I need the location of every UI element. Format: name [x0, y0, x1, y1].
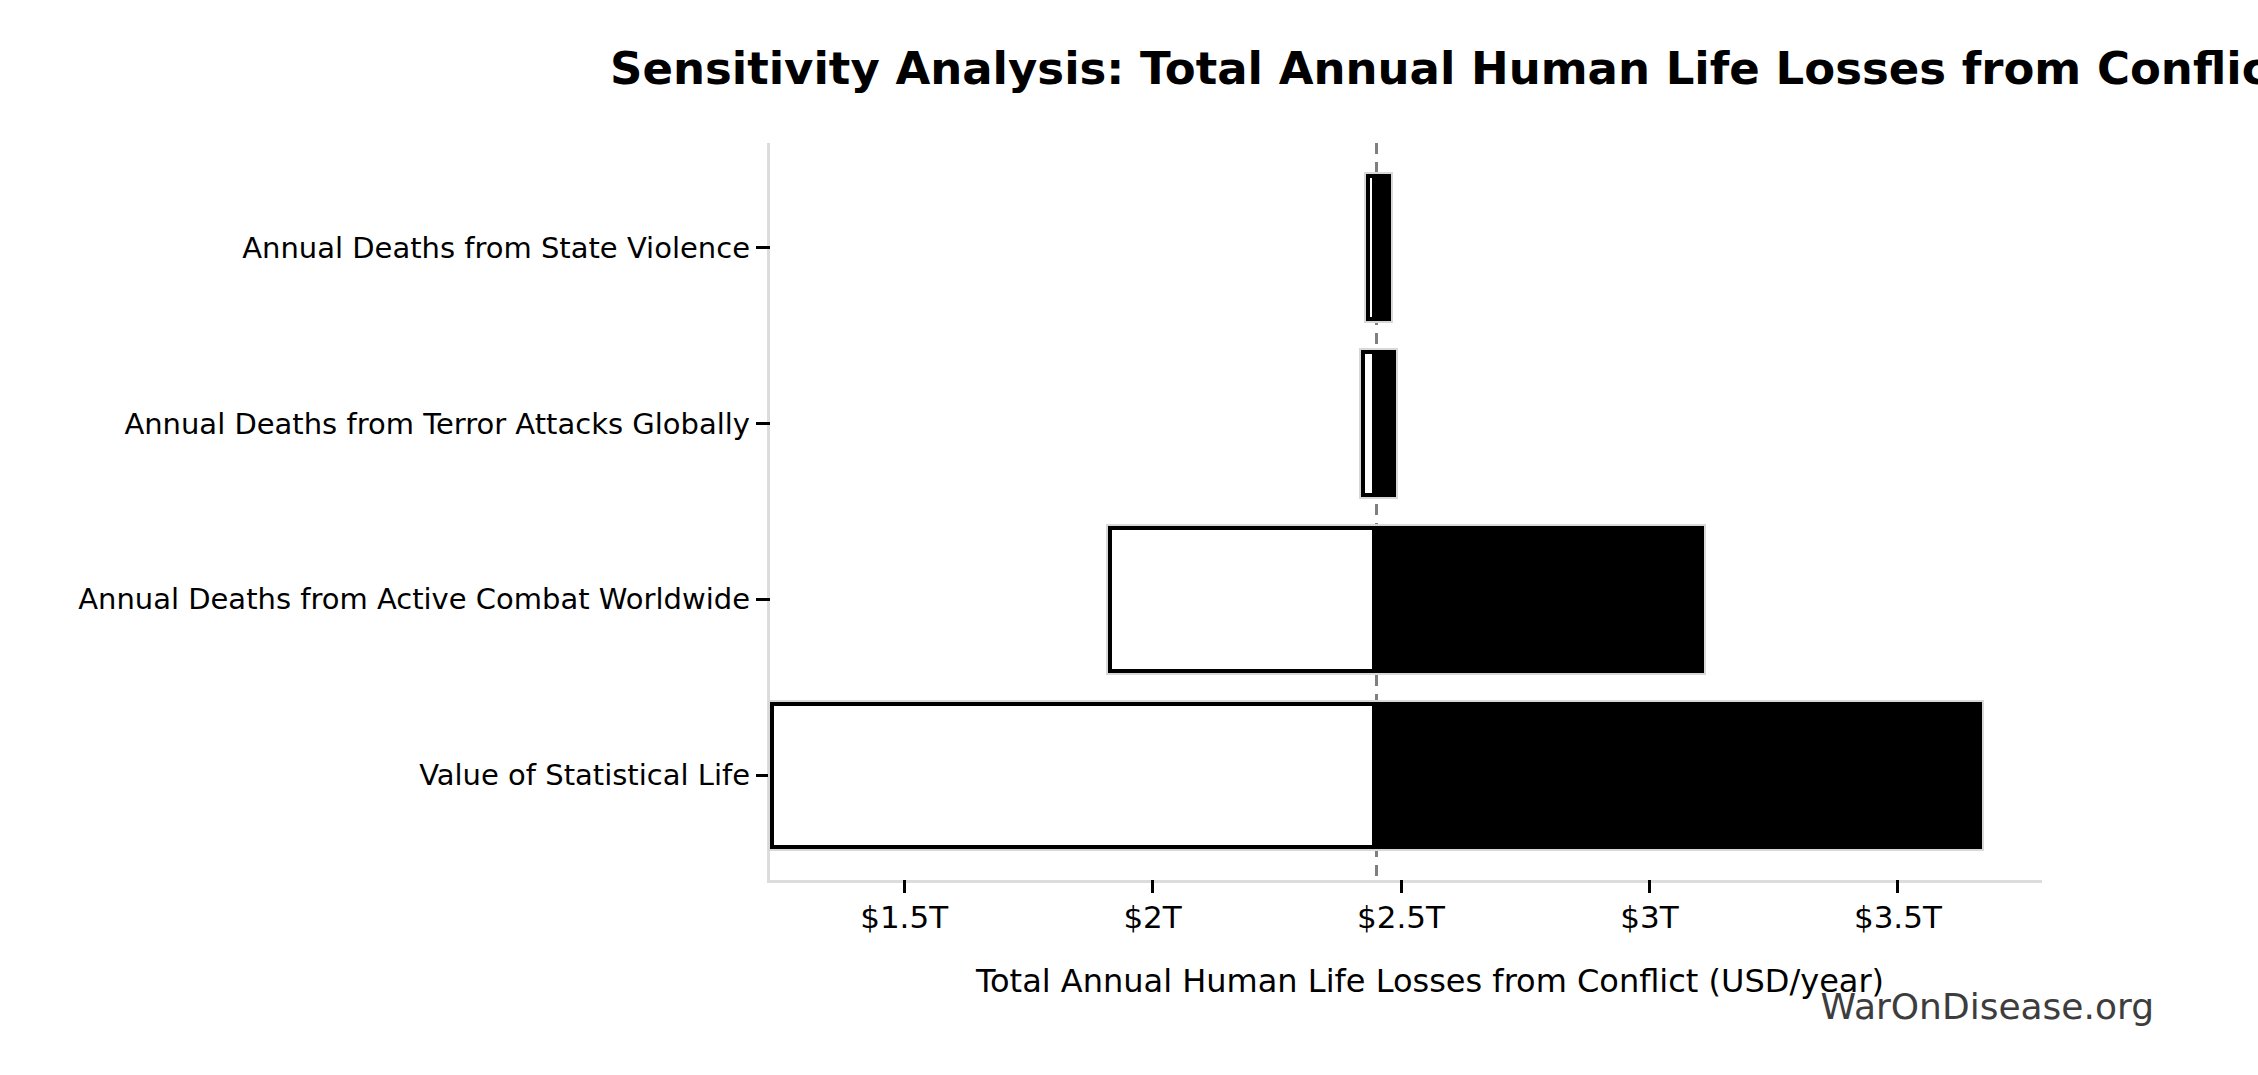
y-tick [756, 246, 770, 249]
y-axis-label: Annual Deaths from Active Combat Worldwi… [50, 582, 750, 617]
x-tick-label: $2.5T [1357, 899, 1445, 935]
bar-row [1366, 174, 1391, 321]
x-tick-label: $3T [1620, 899, 1678, 935]
x-tick-label: $2T [1123, 899, 1181, 935]
x-tick [1400, 880, 1403, 893]
bar-low-segment [770, 702, 1376, 849]
x-tick [1648, 880, 1651, 893]
y-tick [756, 598, 770, 601]
y-axis-label: Value of Statistical Life [50, 758, 750, 793]
x-tick-label: $3.5T [1854, 899, 1942, 935]
bar-row [1361, 350, 1396, 497]
bar-row [770, 702, 1982, 849]
y-tick [756, 774, 770, 777]
figure: Sensitivity Analysis: Total Annual Human… [0, 0, 2258, 1075]
y-axis-label: Annual Deaths from State Violence [50, 230, 750, 265]
x-tick [1151, 880, 1154, 893]
chart-title: Sensitivity Analysis: Total Annual Human… [610, 44, 2250, 94]
x-tick-label: $1.5T [860, 899, 948, 935]
bar-low-segment [1361, 350, 1376, 497]
x-tick [1896, 880, 1899, 893]
plot-area: Annual Deaths from State ViolenceAnnual … [767, 143, 2042, 883]
y-axis-label: Annual Deaths from Terror Attacks Global… [50, 406, 750, 441]
bar-row [1108, 526, 1704, 673]
x-tick [903, 880, 906, 893]
bar-low-segment [1108, 526, 1376, 673]
bar-low-segment [1366, 174, 1376, 321]
watermark: WarOnDisease.org [1821, 986, 2154, 1027]
y-tick [756, 422, 770, 425]
